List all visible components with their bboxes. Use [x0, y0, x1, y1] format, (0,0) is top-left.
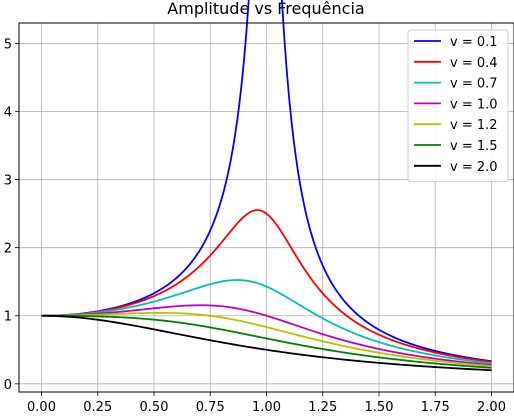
legend-label: v = 0.4	[450, 56, 498, 71]
x-tick-label: 0.25	[83, 400, 112, 415]
x-tick-label: 1.50	[365, 400, 394, 415]
series-line	[41, 209, 492, 363]
legend-label: v = 2.0	[450, 160, 498, 175]
series-lines	[41, 0, 492, 372]
chart-title: Amplitude vs Frequência	[167, 0, 364, 18]
series-line	[41, 312, 492, 368]
legend-label: v = 0.7	[450, 77, 498, 92]
x-tick-label: 2.00	[477, 400, 506, 415]
x-tick-label: 1.25	[308, 400, 337, 415]
y-tick-label: 3	[4, 174, 12, 189]
series-line	[41, 304, 492, 366]
y-tick-label: 4	[4, 106, 12, 121]
y-tick-label: 1	[4, 310, 12, 325]
x-tick-label: 1.00	[252, 400, 281, 415]
x-tick-label: 0.75	[196, 400, 225, 415]
legend-label: v = 1.2	[450, 118, 498, 133]
y-tick-label: 2	[4, 242, 12, 257]
y-tick-label: 5	[4, 37, 12, 52]
x-tick-label: 0.00	[27, 400, 56, 415]
series-line	[41, 314, 492, 372]
series-line	[41, 314, 492, 369]
legend-box	[407, 29, 509, 183]
legend: v = 0.1 v = 0.4 v = 0.7 v = 1.0 v = 1.2 v = 1…	[407, 29, 509, 183]
y-tick-label: 0	[4, 378, 12, 393]
axis-ticks: 0.00 0.25 0.50 0.75 1.00 1.25 1.50 1.75 2.00 0 1 2 3…	[4, 37, 506, 415]
legend-label: v = 0.1	[450, 35, 498, 50]
x-tick-label: 1.75	[421, 400, 450, 415]
x-tick-label: 0.50	[140, 400, 169, 415]
series-line	[41, 279, 492, 365]
legend-label: v = 1.0	[450, 97, 498, 112]
legend-label: v = 1.5	[450, 139, 498, 154]
